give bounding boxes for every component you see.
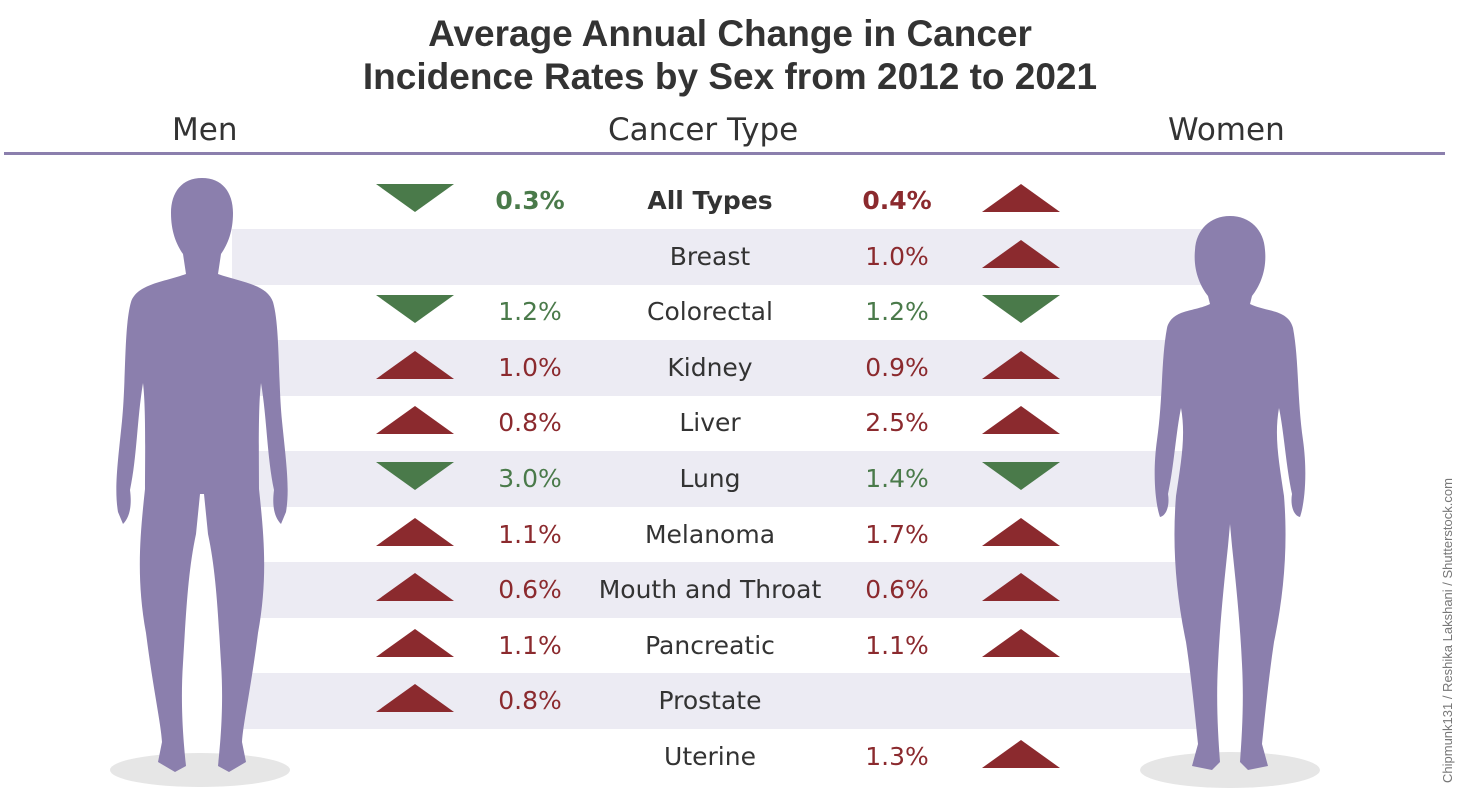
male-silhouette-icon: [110, 178, 290, 787]
men-increase-arrow-icon: [376, 517, 454, 546]
men-increase-arrow-icon: [376, 628, 454, 657]
women-increase-arrow-icon: [982, 184, 1060, 212]
men-change-value: 0.8%: [498, 686, 562, 716]
women-increase-arrow-icon: [982, 740, 1060, 768]
men-decrease-arrow-icon: [376, 295, 454, 324]
men-change-value: 0.3%: [495, 186, 565, 215]
cancer-type-label: Pancreatic: [645, 630, 775, 660]
men-change-value: 1.0%: [498, 352, 562, 382]
women-change-value: 1.2%: [865, 297, 929, 327]
men-change-value: 1.1%: [498, 519, 562, 549]
chart-title-line-2: Incidence Rates by Sex from 2012 to 2021: [362, 56, 1098, 97]
cancer-type-label: Mouth and Throat: [598, 575, 822, 605]
women-change-value: 1.3%: [865, 742, 929, 771]
men-change-value: 3.0%: [498, 464, 562, 493]
women-increase-arrow-icon: [982, 517, 1060, 546]
women-change-value: 1.4%: [865, 464, 929, 493]
men-increase-arrow-icon: [376, 406, 454, 435]
men-decrease-arrow-icon: [376, 462, 454, 490]
men-increase-arrow-icon: [376, 350, 454, 379]
men-change-value: 0.6%: [498, 575, 562, 605]
cancer-type-label: Prostate: [658, 686, 762, 716]
header-divider: [4, 152, 1445, 155]
cancer-type-label: Lung: [679, 464, 741, 493]
women-change-value: 0.6%: [865, 575, 929, 605]
women-increase-arrow-icon: [982, 628, 1060, 657]
female-silhouette-icon: [1140, 216, 1320, 788]
cancer-type-label: Melanoma: [644, 519, 776, 549]
row-band: [232, 228, 1212, 285]
women-increase-arrow-icon: [982, 239, 1060, 268]
women-increase-arrow-icon: [982, 406, 1060, 435]
cancer-type-label: Liver: [679, 408, 741, 438]
cancer-type-label: Uterine: [664, 742, 756, 771]
chart-title-line-1: Average Annual Change in Cancer: [428, 13, 1032, 54]
men-change-value: 1.1%: [498, 630, 562, 660]
cancer-type-label: Breast: [669, 241, 751, 271]
image-credit: Chipmunk131 / Reshika Lakshani / Shutter…: [1440, 478, 1455, 783]
men-increase-arrow-icon: [376, 573, 454, 602]
men-column-header: Men: [172, 112, 238, 148]
men-increase-arrow-icon: [376, 684, 454, 713]
women-increase-arrow-icon: [982, 573, 1060, 602]
men-decrease-arrow-icon: [376, 184, 454, 212]
women-change-value: 0.9%: [865, 352, 929, 382]
women-change-value: 0.4%: [862, 186, 932, 215]
women-change-value: 1.0%: [865, 241, 929, 271]
women-change-value: 1.7%: [865, 519, 929, 549]
chart-title: Average Annual Change in Cancer Incidenc…: [0, 12, 1460, 98]
men-change-value: 1.2%: [498, 297, 562, 327]
row-band: [232, 451, 1212, 507]
women-decrease-arrow-icon: [982, 295, 1060, 324]
women-decrease-arrow-icon: [982, 462, 1060, 490]
cancer-type-label: Colorectal: [647, 297, 773, 327]
men-change-value: 0.8%: [498, 408, 562, 438]
cancer-type-column-header: Cancer Type: [608, 112, 799, 148]
cancer-type-label: All Types: [647, 186, 773, 215]
women-increase-arrow-icon: [982, 350, 1060, 379]
women-change-value: 2.5%: [865, 408, 929, 438]
women-change-value: 1.1%: [865, 630, 929, 660]
cancer-type-label: Kidney: [667, 352, 753, 382]
women-column-header: Women: [1168, 112, 1285, 148]
